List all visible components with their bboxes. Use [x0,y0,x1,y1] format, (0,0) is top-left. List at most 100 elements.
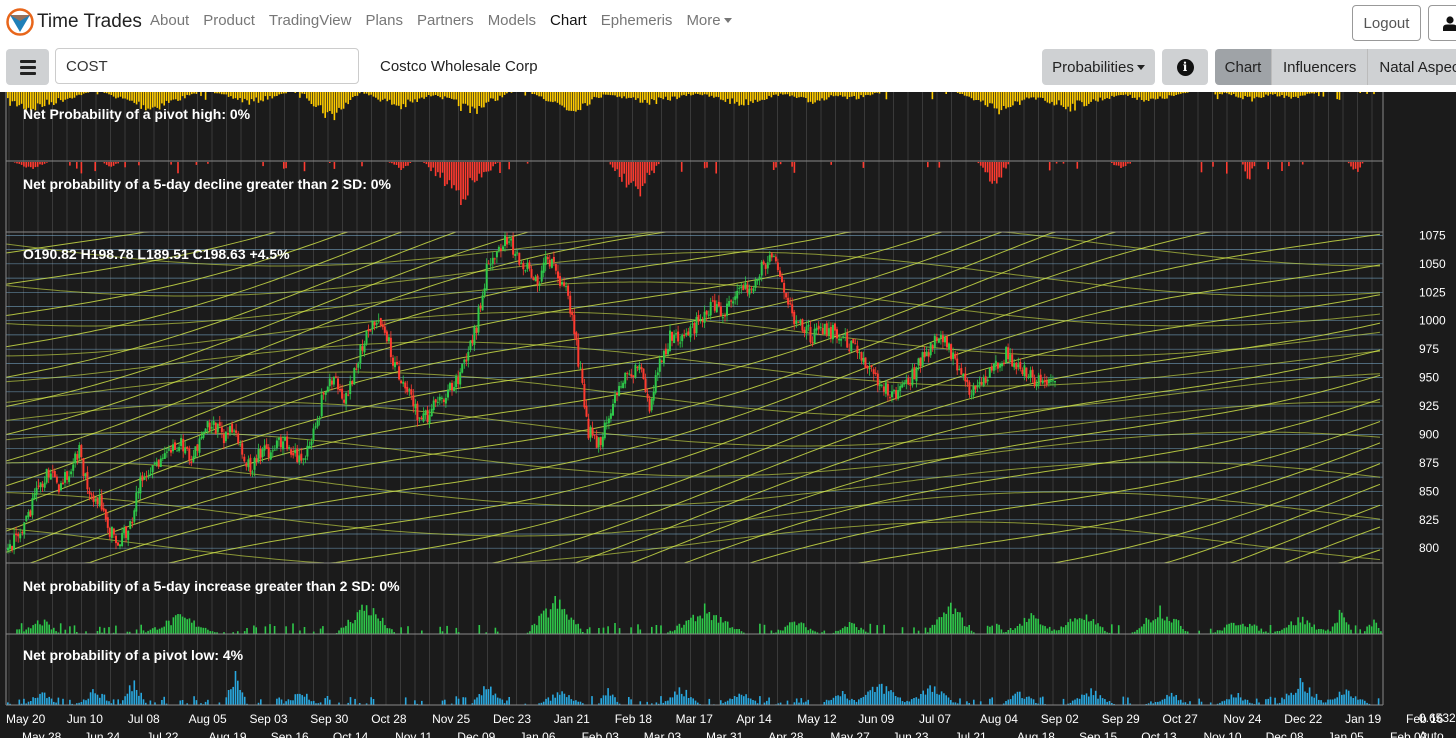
histogram-bar [280,92,283,94]
histogram-bar [779,630,782,634]
histogram-bar [36,697,39,705]
x-tick-label-secondary: Dec 08 [1266,730,1304,738]
histogram-bar [1097,623,1099,634]
histogram-bar [1290,92,1292,99]
histogram-bar [439,626,441,634]
tab-natal-aspect[interactable]: Natal Aspect [1368,49,1456,85]
panel-borders [5,92,1384,706]
y-tick-label: 925 [1419,399,1439,413]
histogram-bar [536,92,538,96]
symbol-input[interactable] [55,48,359,84]
histogram-bar [646,162,648,173]
candle-body [1013,363,1016,368]
histogram-bar [862,696,865,705]
nav-link-plans[interactable]: Plans [365,12,403,29]
nav-link-partners[interactable]: Partners [416,12,474,29]
histogram-bar [837,695,839,705]
histogram-bar [165,703,168,705]
chart-canvas[interactable]: Net Probability of a pivot high: 0% Net … [0,92,1456,738]
nav-link-models[interactable]: Models [487,12,537,29]
histogram-bar [869,623,872,634]
histogram-bar [657,92,660,98]
histogram-bar [775,162,777,168]
histogram-bar [112,162,115,166]
nav-link-product[interactable]: Product [203,12,255,29]
candle-body [504,235,506,246]
histogram-bar [1347,690,1350,705]
histogram-bar [496,631,499,634]
nav-link-about[interactable]: About [150,12,190,29]
histogram-bar [623,92,625,97]
histogram-bar [319,702,322,705]
histogram-bar [170,92,172,101]
histogram-bar [460,92,462,111]
histogram-bar [959,92,961,94]
histogram-bar [851,698,853,705]
menu-button[interactable] [6,49,49,85]
user-button[interactable] [1428,5,1456,41]
candle-body [224,431,227,442]
histogram-bar [1281,697,1283,705]
histogram-bar [80,92,83,96]
candle-body [312,428,315,441]
histogram-bar [1069,702,1072,705]
nav-link-more[interactable]: More [686,12,732,29]
histogram-bar [1154,92,1157,100]
histogram-bar [1083,92,1085,107]
nav-link-tradingview[interactable]: TradingView [268,12,352,29]
histogram-bar [961,92,964,94]
chart-area[interactable]: Net Probability of a pivot high: 0% Net … [0,92,1456,738]
candle-body [68,476,71,483]
candle-body [622,382,625,389]
histogram-bar [243,92,246,99]
candle-body [465,359,468,362]
candle-body [461,363,464,373]
histogram-bar [1228,623,1230,634]
histogram-bar [917,630,920,634]
histogram-bar [283,162,285,169]
candle-body [318,418,321,420]
histogram-bar [188,618,191,634]
histogram-bar [611,162,614,168]
histogram-bar [674,691,676,705]
histogram-bar [621,92,623,99]
candle-body [1054,381,1056,383]
candle-body [80,445,83,457]
histogram-bar [726,700,729,705]
logout-button[interactable]: Logout [1352,5,1421,41]
histogram-bar [993,92,996,109]
candle-body [442,399,445,402]
tab-influencers[interactable]: Influencers [1272,49,1369,85]
histogram-bar [1037,703,1039,705]
histogram-bar [545,698,547,705]
histogram-bar [694,621,697,634]
histogram-bar [241,92,244,103]
info-button[interactable]: i [1162,49,1208,85]
candle-body [669,330,671,351]
histogram-bar [1104,630,1106,634]
candle-body [831,325,834,340]
probabilities-dropdown[interactable]: Probabilities [1042,49,1155,85]
histogram-bar [832,92,835,97]
tab-chart[interactable]: Chart [1215,49,1272,85]
histogram-bar [621,162,623,182]
candle-body [774,256,777,262]
histogram-bar [142,92,145,106]
candle-body [436,401,439,403]
nav-link-chart[interactable]: Chart [550,12,587,29]
candle-body [939,334,942,338]
nav-link-ephemeris[interactable]: Ephemeris [600,12,673,29]
histogram-bar [299,630,301,634]
histogram-bar [538,92,540,97]
candle-body [964,373,967,382]
histogram-bar [1055,162,1058,164]
histogram-bar [708,92,711,97]
histogram-bar [46,698,48,705]
histogram-bar [1163,698,1166,705]
brand[interactable]: Time Trades [6,7,142,37]
candle-body [994,360,997,365]
histogram-bar [142,699,145,705]
histogram-bar [506,92,508,94]
candle-body [1019,362,1022,370]
histogram-bar [1071,700,1074,705]
